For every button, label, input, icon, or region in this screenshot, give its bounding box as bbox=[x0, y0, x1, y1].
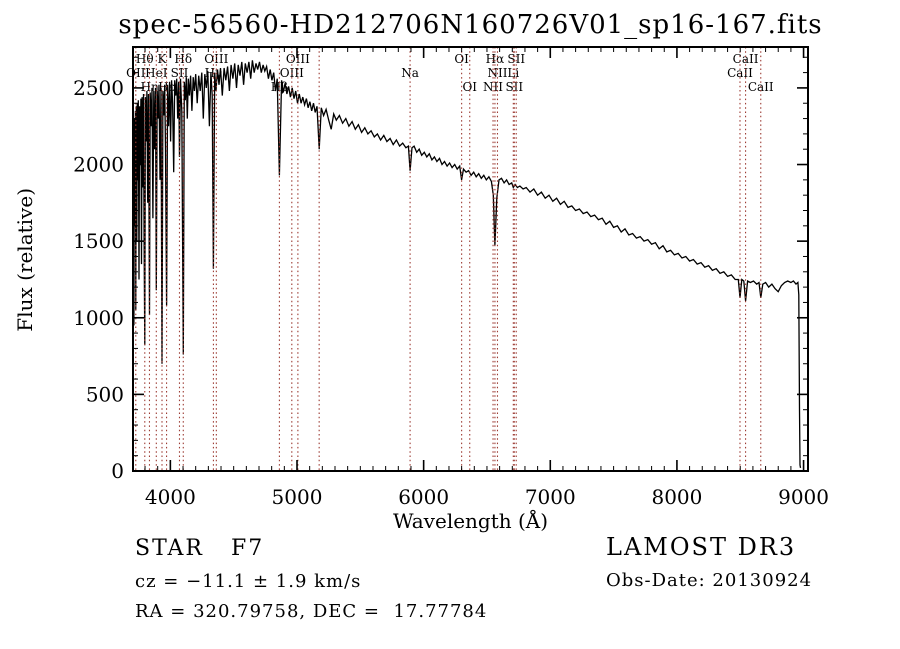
x-tick-label: 4000 bbox=[145, 485, 196, 509]
spectral-line-label: OI bbox=[454, 52, 469, 66]
spectral-line-label: Hα bbox=[486, 52, 505, 66]
x-tick-label: 5000 bbox=[272, 485, 323, 509]
y-axis-label: Flux (relative) bbox=[13, 188, 37, 332]
x-tick-label: 7000 bbox=[525, 485, 576, 509]
spectral-line-label: Hδ bbox=[174, 52, 192, 66]
y-tick-label: 1500 bbox=[73, 229, 124, 253]
survey-text: LAMOST DR3 bbox=[606, 533, 797, 561]
spectral-line-label: K bbox=[158, 52, 168, 66]
spectral-line-label: CaII bbox=[733, 52, 759, 66]
plot-box bbox=[132, 46, 809, 472]
y-tick-label: 0 bbox=[111, 459, 124, 483]
cz-text: cz = −11.1 ± 1.9 km/s bbox=[135, 571, 362, 592]
radec-text: RA = 320.79758, DEC = 17.77784 bbox=[135, 601, 488, 622]
x-axis-label: Wavelength (Å) bbox=[392, 509, 549, 533]
y-tick-label: 1000 bbox=[73, 306, 124, 330]
y-axis-label-wrap: Flux (relative) bbox=[10, 140, 40, 380]
obs-date-text: Obs-Date: 20130924 bbox=[606, 570, 813, 591]
spectrum-curve bbox=[132, 60, 802, 469]
x-tick-label: 9000 bbox=[778, 485, 829, 509]
y-tick-label: 2000 bbox=[73, 153, 124, 177]
x-tick-label: 8000 bbox=[651, 485, 702, 509]
spectral-line-label: Hθ bbox=[136, 52, 154, 66]
x-tick-label: 6000 bbox=[398, 485, 449, 509]
plot-title: spec-56560-HD212706N160726V01_sp16-167.f… bbox=[118, 10, 823, 40]
y-tick-label: 500 bbox=[86, 382, 124, 406]
spectral-line-label: OIII bbox=[204, 52, 228, 66]
spectral-line-label: OIII bbox=[286, 52, 310, 66]
y-tick-label: 2500 bbox=[73, 76, 124, 100]
spectral-line-label: SII bbox=[507, 52, 525, 66]
star-class-text: STAR F7 bbox=[135, 536, 265, 561]
